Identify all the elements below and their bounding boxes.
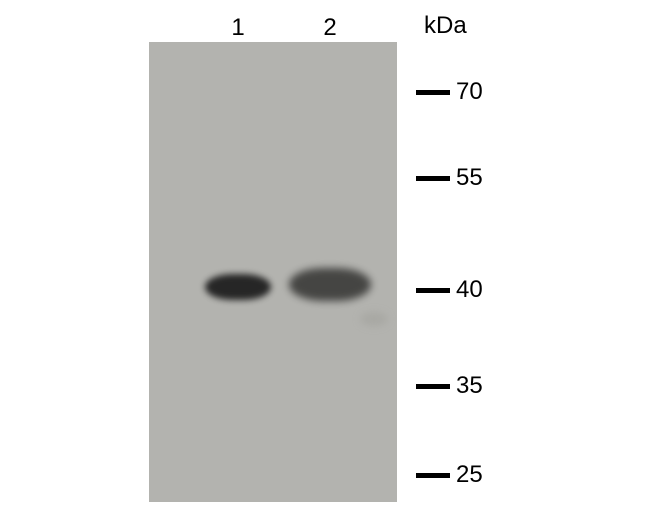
band — [289, 268, 371, 301]
marker-label: 25 — [456, 461, 483, 489]
marker-tick — [416, 384, 450, 389]
marker-label: 40 — [456, 276, 483, 304]
marker-tick — [416, 473, 450, 478]
marker-label: 55 — [456, 164, 483, 192]
blot-figure: 1 2 kDa 70 55 40 35 25 — [0, 0, 650, 523]
lane-label: 1 — [231, 14, 244, 42]
lane-label: 2 — [323, 14, 336, 42]
marker-label: 70 — [456, 78, 483, 106]
marker-tick — [416, 288, 450, 293]
marker-label: 35 — [456, 372, 483, 400]
marker-tick — [416, 176, 450, 181]
marker-tick — [416, 90, 450, 95]
smudge — [360, 312, 388, 326]
unit-label: kDa — [424, 12, 467, 40]
band — [205, 274, 271, 300]
